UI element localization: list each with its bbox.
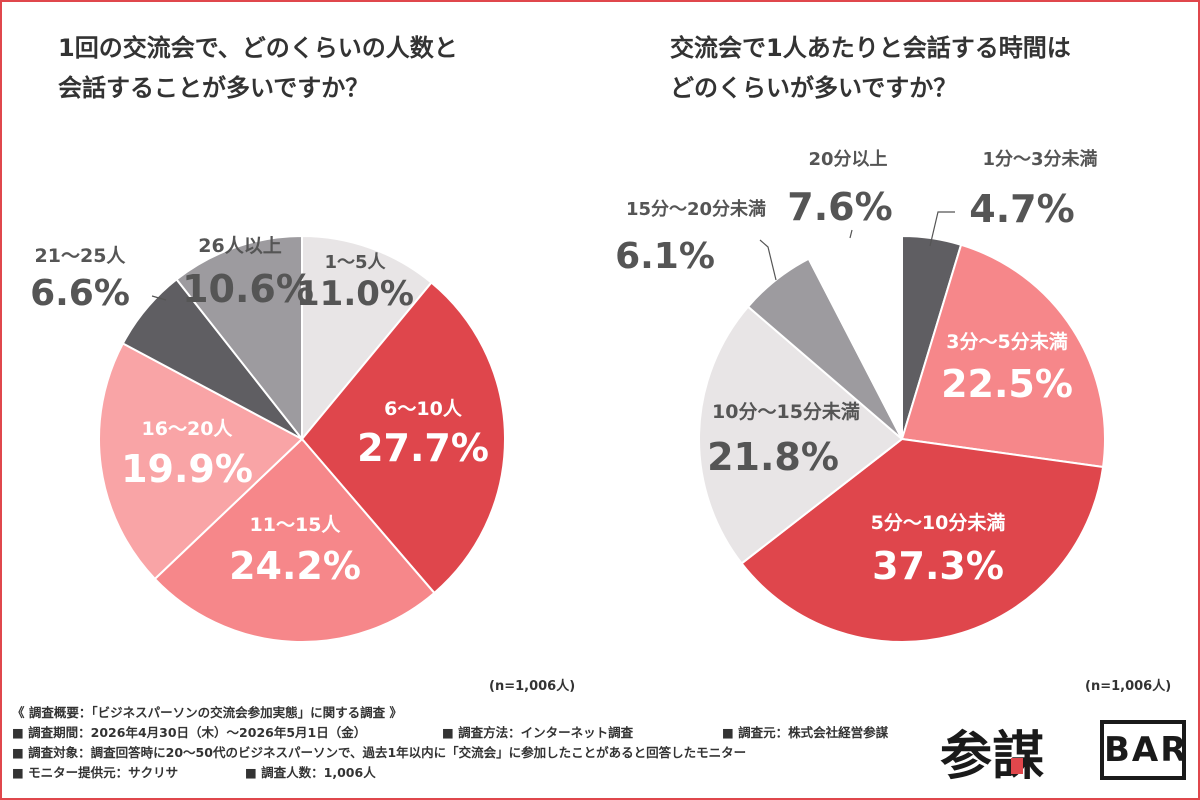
- pie2-label-1: 1分～3分未満: [982, 148, 1097, 170]
- pie2-label-4: 10分～15分未満: [712, 400, 860, 423]
- pie1-value-1: 11.0%: [296, 274, 414, 314]
- pie2-slice-3: [740, 437, 1105, 643]
- pie1-slice-2: [300, 281, 506, 595]
- chart1-title-line2: 会話することが多いですか？: [58, 74, 370, 102]
- chart2-sample-size: (n=1,006人): [1085, 679, 1172, 694]
- survey-monitor: ■ モニター提供元：サクリサ: [12, 765, 179, 780]
- pie1-value-3: 24.2%: [229, 544, 361, 588]
- pie1-value-2: 27.7%: [357, 426, 489, 470]
- pie2-slice-4: [698, 305, 904, 565]
- chart2-title-line1: 交流会で1人あたりと会話する時間は: [670, 34, 1071, 62]
- company-logo: 参謀 BAR: [940, 712, 1190, 788]
- pie2-label-3: 5分～10分未満: [871, 511, 1006, 534]
- logo-bar-text: BAR: [1104, 730, 1189, 770]
- survey-target: ■ 調査対象：調査回答時に20～50代のビジネスパーソンで、過去1年以内に「交流…: [12, 745, 747, 760]
- pie1-slice-4: [98, 342, 304, 581]
- pie2-value-5: 6.1%: [615, 236, 715, 277]
- pie1-label-1: 1～5人: [324, 252, 386, 273]
- pie2-value-4: 21.8%: [707, 435, 839, 479]
- pie2-slice-2: [900, 243, 1106, 469]
- pie1-slice-6: [175, 234, 303, 442]
- pie2-leader-5: [759, 239, 777, 281]
- pie2-leader-1: [929, 211, 955, 247]
- pie2-value-2: 22.5%: [941, 362, 1073, 406]
- survey-method: ■ 調査方法：インターネット調査: [442, 725, 634, 740]
- pie2-label-5: 15分～20分未満: [626, 198, 766, 220]
- survey-count: ■ 調査人数：1,006人: [245, 765, 376, 780]
- survey-overview-title: 《 調査概要：「ビジネスパーソンの交流会参加実態」に関する調査 》: [12, 705, 402, 720]
- pie1-slice-1: [301, 234, 433, 442]
- pie2-value-6: 7.6%: [787, 185, 892, 229]
- logo-text: 参謀: [940, 726, 1045, 787]
- survey-period: ■ 調査期間：2026年4月30日（木）～2026年5月1日（金）: [12, 725, 367, 740]
- logo-bar-badge: BAR: [1100, 720, 1186, 780]
- pie2-label-6: 20分以上: [808, 149, 887, 170]
- pie2-value-1: 4.7%: [969, 187, 1074, 231]
- pie1-leader-5: [151, 295, 167, 301]
- pie-chart-2: 1分～3分未満 4.7% 3分～5分未満 22.5% 5分～10分未満 37.3% 10分～…: [615, 148, 1106, 643]
- pie1-label-2: 6～10人: [384, 398, 463, 420]
- pie1-label-5: 21～25人: [35, 245, 127, 267]
- pie1-slice-3: [153, 437, 436, 643]
- pie1-value-4: 19.9%: [121, 447, 253, 491]
- pie1-value-6: 10.6%: [182, 267, 314, 311]
- pie1-label-4: 16～20人: [142, 418, 234, 440]
- logo-accent-mark: [1011, 758, 1023, 774]
- survey-source: ■ 調査元：株式会社経営参謀: [722, 725, 889, 740]
- pie2-label-2: 3分～5分未満: [946, 330, 1067, 353]
- pie1-label-6: 26人以上: [198, 235, 281, 257]
- pie2-value-3: 37.3%: [872, 544, 1004, 588]
- chart1-title-line1: 1回の交流会で、どのくらいの人数と: [58, 34, 458, 62]
- chart1-sample-size: (n=1,006人): [489, 679, 576, 694]
- pie2-slice-6: [807, 234, 903, 440]
- chart2-title-line2: どのくらいが多いですか？: [670, 74, 958, 102]
- pie1-value-5: 6.6%: [30, 273, 130, 314]
- pie1-label-3: 11～15人: [250, 514, 342, 536]
- pie2-leader-6: [849, 229, 853, 239]
